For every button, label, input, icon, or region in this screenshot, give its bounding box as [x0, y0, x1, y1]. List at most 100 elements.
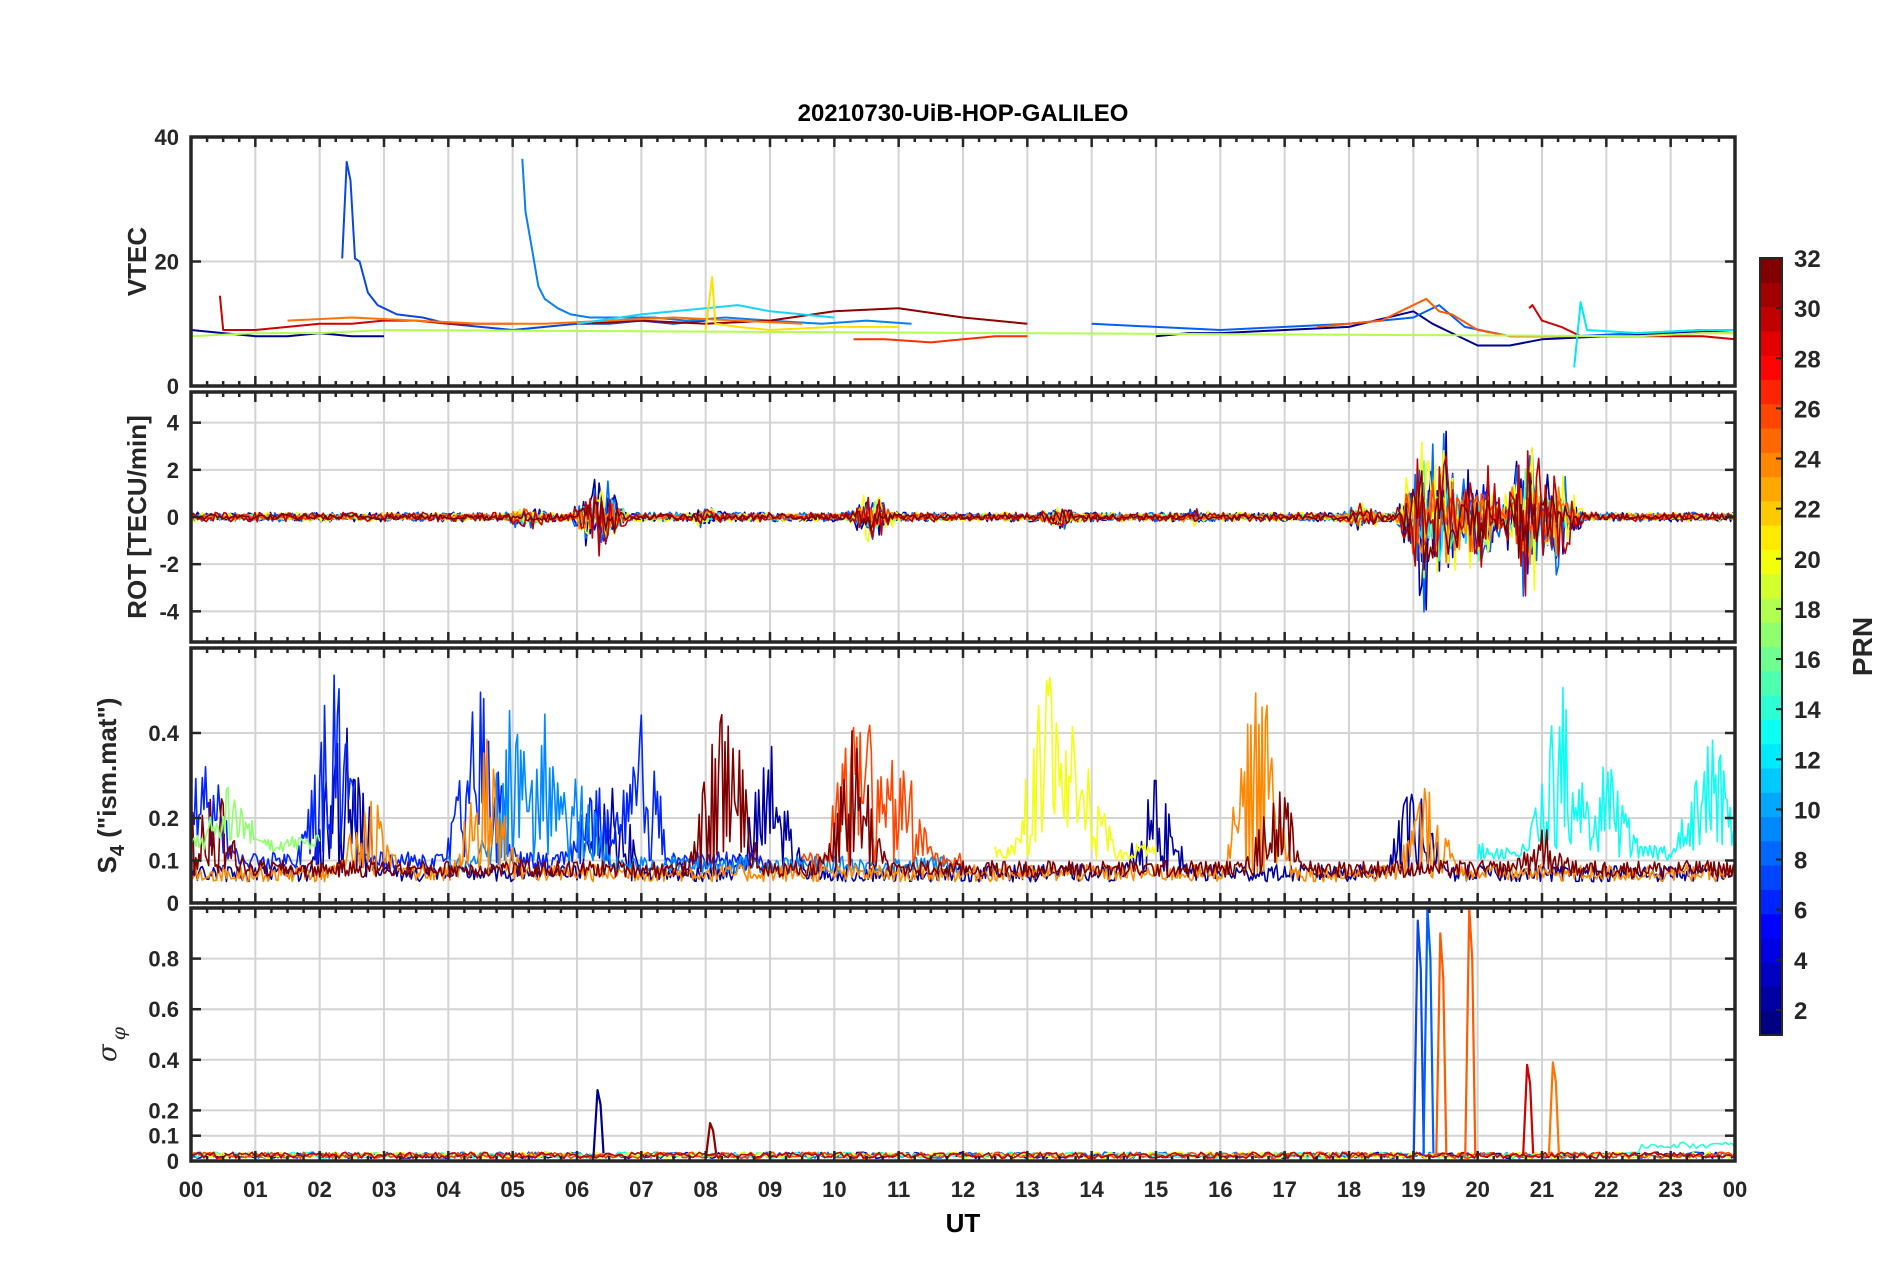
y-axis-label-s4: S4 ("ism.mat") — [92, 698, 129, 874]
x-tick-label: 11 — [887, 1177, 910, 1202]
rot-series-prn-32 — [191, 470, 1735, 571]
x-tick-label: 01 — [243, 1177, 267, 1202]
x-tick-label: 14 — [1079, 1177, 1104, 1202]
ticks-sigma_phi — [189, 908, 1737, 1163]
x-tick-label: 07 — [629, 1177, 653, 1202]
sigma-spike-3 — [1422, 908, 1435, 1156]
s4-series-prn-6 — [191, 674, 771, 870]
y-tick-label-vtec: 0 — [167, 374, 179, 399]
data-rot — [191, 430, 1735, 613]
colorbar-swatch — [1760, 986, 1782, 1012]
colorbar-swatch — [1760, 525, 1782, 550]
y-tick-label-sigma_phi: 0.1 — [148, 1124, 179, 1149]
x-tick-label: 20 — [1465, 1177, 1489, 1202]
vtec-series-prn-30 — [218, 295, 513, 331]
colorbar-swatch — [1760, 306, 1782, 332]
colorbar-tick-label: 22 — [1794, 497, 1821, 524]
x-tick-label: 13 — [1015, 1177, 1039, 1202]
colorbar-swatch — [1760, 573, 1782, 599]
ticks-rot — [189, 392, 1737, 642]
s4-label-main: S — [92, 856, 122, 873]
y-axis-label-vtec: VTEC — [122, 227, 152, 297]
colorbar-swatch — [1760, 597, 1782, 623]
colorbar-tick-label: 28 — [1794, 346, 1821, 373]
y-tick-label-sigma_phi: 0.6 — [148, 997, 179, 1022]
y-tick-label-rot: 2 — [167, 458, 179, 483]
colorbar-swatch — [1760, 622, 1782, 648]
colorbar-tick-label: 2 — [1794, 998, 1807, 1025]
colorbar-swatch — [1760, 258, 1782, 283]
panel-rot: -4 -2 0 2 4 ROT [TECU/min] — [122, 390, 1737, 644]
x-tick-label: 00 — [1723, 1177, 1747, 1202]
vtec-series-prn-20 — [704, 276, 899, 331]
vtec-series-prn-24 — [287, 316, 803, 325]
s4-label-sub: 4 — [107, 844, 129, 856]
colorbar-swatch — [1760, 670, 1782, 696]
s4-label-tail: ("ism.mat") — [92, 698, 122, 845]
colorbar-swatch — [1760, 1010, 1782, 1036]
x-tick-label: 09 — [758, 1177, 782, 1202]
s4-series-prn-20 — [994, 676, 1157, 861]
colorbar-tick-label: 32 — [1794, 246, 1821, 273]
x-tick-label: 23 — [1658, 1177, 1682, 1202]
sigma-label-sub: φ — [108, 1026, 130, 1040]
colorbar-swatch — [1760, 816, 1782, 842]
ticks-s4 — [189, 648, 1737, 905]
colorbar-swatch — [1760, 330, 1782, 356]
colorbar-swatch — [1760, 427, 1782, 453]
colorbar-tick-label: 16 — [1794, 647, 1821, 674]
colorbar-swatch — [1760, 743, 1782, 769]
colorbar-swatch — [1760, 476, 1782, 502]
colorbar-swatch — [1760, 962, 1782, 988]
panel-vtec: 0 20 40 VTEC — [122, 125, 1737, 399]
data-s4 — [191, 674, 1735, 883]
x-tick-label: 08 — [693, 1177, 717, 1202]
colorbar-swatch — [1760, 719, 1782, 745]
y-tick-label-s4: 0.4 — [148, 721, 179, 746]
y-axis-label-sigma-phi: σφ — [93, 1026, 130, 1062]
sigma-spike-0 — [592, 1089, 605, 1157]
x-tick-label: 03 — [372, 1177, 396, 1202]
y-tick-label-rot: 0 — [167, 505, 179, 530]
colorbar-tick-label: 6 — [1794, 898, 1807, 925]
x-tick-label: 16 — [1208, 1177, 1232, 1202]
vtec-series-prn-18 — [191, 329, 1735, 338]
vtec-series-prn-2 — [191, 329, 384, 338]
sigma-label-main: σ — [93, 1043, 123, 1062]
y-axis-label-rot: ROT [TECU/min] — [122, 415, 152, 619]
colorbar-frame — [1759, 257, 1783, 1036]
vtec-series-prn-30 — [1528, 304, 1735, 341]
colorbar-tick-label: 10 — [1794, 797, 1821, 824]
x-tick-label: 15 — [1144, 1177, 1168, 1202]
grid-sigma_phi — [191, 908, 1735, 1161]
colorbar-tick-label: 12 — [1794, 747, 1821, 774]
vtec-series-prn-13 — [1573, 301, 1735, 368]
colorbar-swatch — [1760, 913, 1782, 939]
colorbar-swatch — [1760, 379, 1782, 405]
y-tick-label-sigma_phi: 0.4 — [148, 1048, 179, 1073]
x-tick-label: 17 — [1272, 1177, 1296, 1202]
y-tick-label-rot: 4 — [167, 411, 180, 436]
vtec-series-prn-32 — [576, 307, 1028, 325]
s4-series-prn-26 — [801, 724, 964, 869]
x-tick-label: 10 — [822, 1177, 846, 1202]
sigma-spike-1 — [705, 1121, 718, 1157]
colorbar-swatch — [1760, 646, 1782, 672]
x-tick-label: 12 — [951, 1177, 975, 1202]
y-tick-label-sigma_phi: 0.8 — [148, 947, 179, 972]
y-tick-label-rot: -4 — [159, 599, 179, 624]
x-tick-label: 19 — [1401, 1177, 1425, 1202]
y-tick-label-s4: 0.2 — [148, 806, 179, 831]
colorbar-swatch — [1760, 937, 1782, 963]
colorbar-swatch — [1760, 355, 1782, 381]
colorbar-swatch — [1760, 695, 1782, 720]
x-tick-label: 18 — [1337, 1177, 1361, 1202]
colorbar-swatch — [1760, 767, 1782, 793]
ticks-vtec — [189, 135, 1737, 388]
sigma-spike-4 — [1435, 932, 1448, 1156]
data-vtec — [191, 158, 1735, 368]
colorbar-swatch — [1760, 452, 1782, 478]
colorbar-tick-label: 18 — [1794, 597, 1821, 624]
